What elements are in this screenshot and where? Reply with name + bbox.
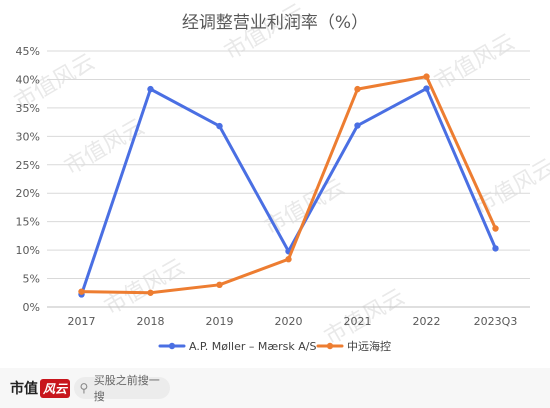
plot-area — [78, 73, 499, 298]
footer-bar: 市值 风云 ⚲ 买股之前搜一搜 — [0, 368, 550, 408]
legend: A.P. Møller – Mærsk A/S 中远海控 — [158, 339, 391, 353]
watermark-text: 市值风云 — [431, 30, 520, 96]
x-tick-label: 2023Q3 — [474, 315, 518, 328]
watermark-text: 市值风云 — [61, 115, 150, 181]
y-tick-label: 0% — [23, 301, 40, 314]
series-point-1 — [423, 73, 430, 80]
y-tick-label: 40% — [16, 73, 40, 86]
y-tick-label: 10% — [16, 244, 40, 257]
gridlines — [47, 50, 530, 308]
series-line-0 — [80, 87, 497, 296]
x-tick-label: 2017 — [68, 315, 96, 328]
legend-swatch-marker — [326, 342, 334, 350]
series-point-1 — [147, 289, 154, 296]
series-point-1 — [492, 225, 499, 232]
brand-badge: 风云 — [40, 378, 71, 398]
x-tick-label: 2021 — [344, 315, 372, 328]
y-tick-label: 30% — [16, 130, 40, 143]
y-tick-label: 45% — [16, 45, 40, 58]
y-tick-label: 25% — [16, 159, 40, 172]
y-tick-label: 20% — [16, 187, 40, 200]
x-tick-label: 2018 — [137, 315, 165, 328]
y-tick-label: 5% — [23, 273, 40, 286]
legend-swatch-marker — [168, 342, 176, 350]
series-point-0 — [216, 122, 223, 130]
legend-label: 中远海控 — [347, 339, 391, 353]
series-point-0 — [492, 245, 499, 252]
search-icon: ⚲ — [79, 381, 89, 395]
watermark-text: 市值风云 — [101, 255, 190, 321]
series-point-1 — [78, 288, 85, 295]
x-axis: 2017 2018 2019 2020 2021 2022 2023Q3 — [68, 315, 518, 328]
series-point-0 — [354, 122, 361, 129]
brand-logo: 市值 风云 — [10, 375, 71, 401]
legend-label: A.P. Møller – Mærsk A/S — [189, 340, 317, 353]
y-axis: 0% 5% 10% 15% 20% 25% 30% 35% 40% 45% — [16, 45, 40, 314]
x-tick-label: 2022 — [413, 315, 441, 328]
watermark-text: 市值风云 — [261, 175, 350, 241]
series-point-1 — [216, 281, 223, 289]
x-tick-label: 2019 — [206, 315, 234, 328]
brand-text: 市值 — [10, 381, 38, 397]
chart-title: 经调整营业利润率（%） — [182, 13, 368, 33]
y-tick-label: 35% — [16, 102, 40, 115]
series-point-0 — [147, 85, 154, 93]
y-tick-label: 15% — [16, 216, 40, 229]
x-tick-label: 2020 — [275, 315, 303, 328]
series-point-1 — [285, 256, 292, 263]
series-point-1 — [354, 85, 361, 93]
search-placeholder: 买股之前搜一搜 — [93, 374, 160, 403]
series-point-0 — [423, 85, 430, 92]
search-box[interactable]: ⚲ 买股之前搜一搜 — [74, 374, 170, 403]
